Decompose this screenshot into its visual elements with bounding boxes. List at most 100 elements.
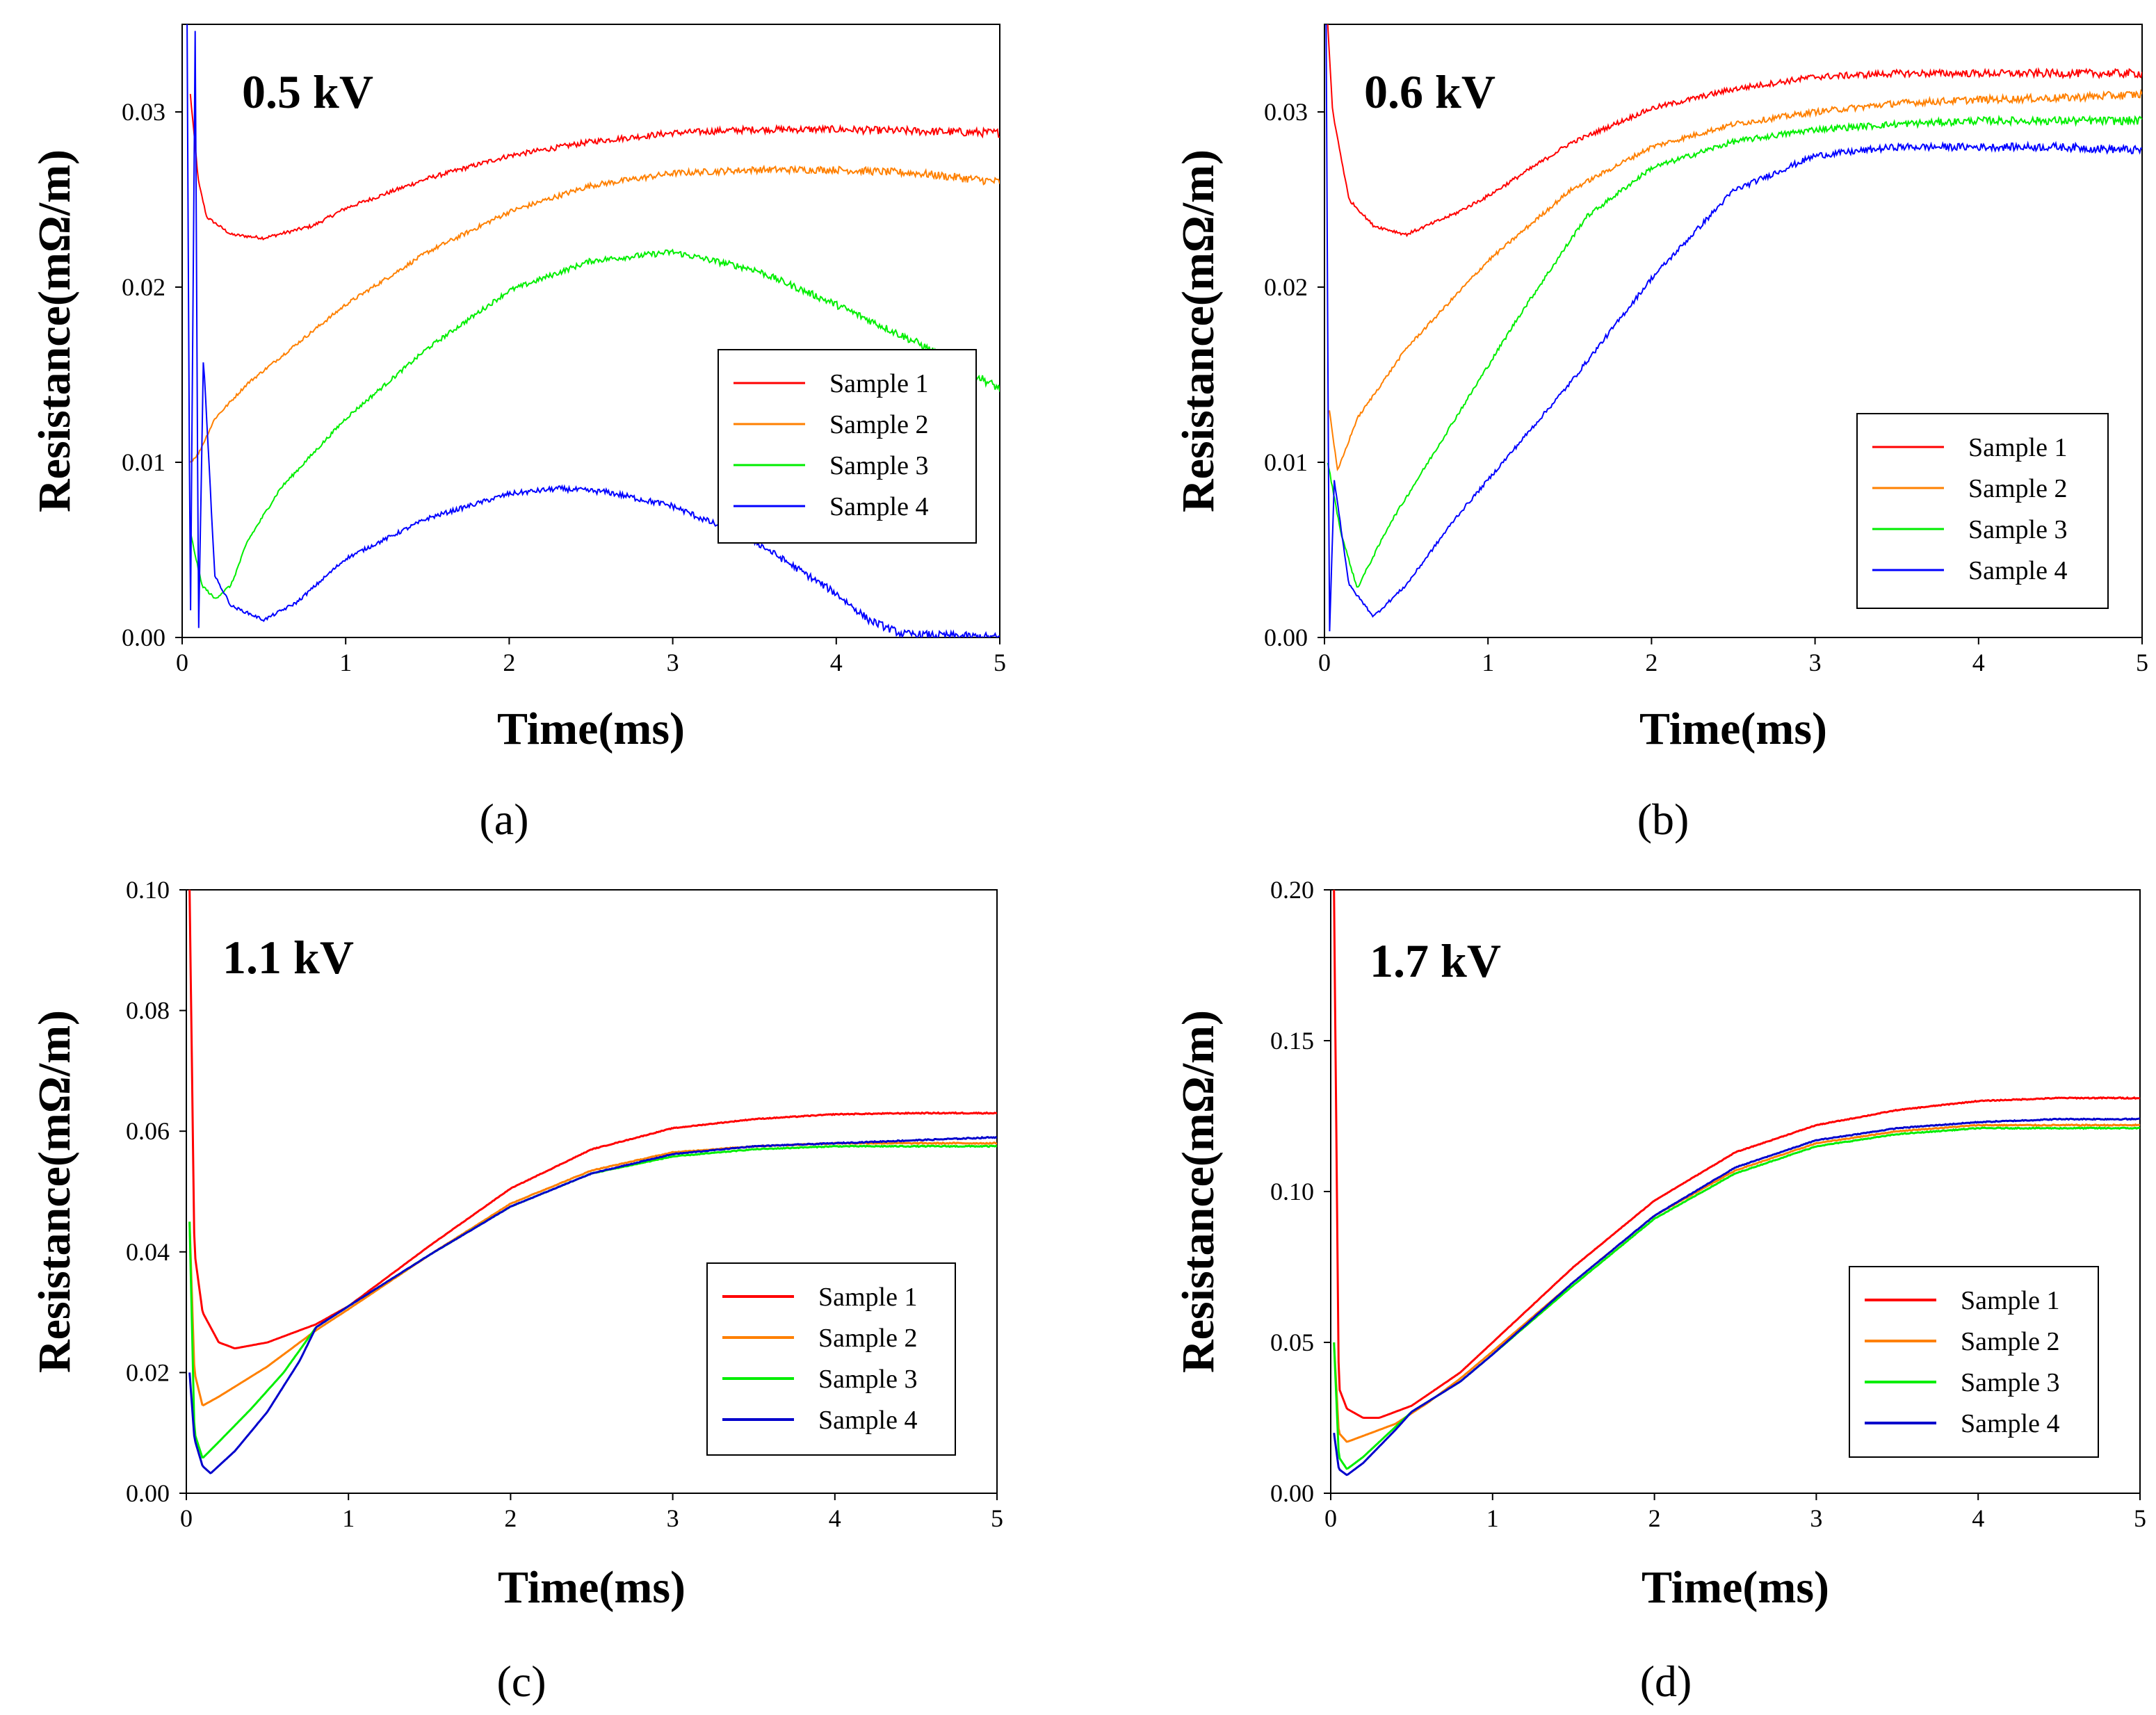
- x-tick-label: 0: [1318, 649, 1331, 676]
- y-axis-label: Resistance(mΩ/m): [1173, 1010, 1224, 1373]
- plot-frame: [1324, 24, 2143, 638]
- series-line-4: [188, 1135, 997, 1474]
- series-line-3: [1327, 114, 2142, 588]
- y-tick-label: 0.00: [1270, 1479, 1314, 1507]
- x-tick-label: 2: [1648, 1504, 1661, 1532]
- legend-box: [718, 349, 977, 544]
- y-axis-label: Resistance(mΩ/m): [29, 1010, 80, 1373]
- series-group: [188, 890, 997, 1474]
- x-tick-label: 0: [1324, 1504, 1337, 1532]
- y-tick-label: 0.00: [1264, 624, 1308, 651]
- panel-caption: (c): [496, 1657, 546, 1706]
- series-line-3: [189, 248, 1000, 599]
- panel-c: 0 1 2 3 4 5 0.00 0.02 0.04 0.06 0.08 0.10 Time(ms) Re…: [29, 876, 1003, 1706]
- legend-box: [1849, 1266, 2099, 1458]
- legend-label-4: Sample 4: [1961, 1409, 2059, 1438]
- legend-label-3: Sample 3: [818, 1365, 917, 1394]
- panel-a: 0 1 2 3 4 5 0.00 0.01 0.02 0.03 Time(ms) Resistance…: [29, 24, 1006, 844]
- x-tick-label: 0: [180, 1504, 193, 1532]
- x-tick-label: 1: [342, 1504, 355, 1532]
- y-tick-label: 0.03: [1264, 98, 1308, 126]
- series-line-2: [190, 164, 1000, 463]
- x-tick-label: 5: [994, 649, 1006, 676]
- legend-label-2: Sample 2: [818, 1324, 917, 1353]
- x-tick-label: 3: [667, 1504, 679, 1532]
- y-axis-label: Resistance(mΩ/m): [1173, 149, 1224, 512]
- legend: Sample 1 Sample 2 Sample 3 Sample 4: [718, 349, 977, 544]
- x-axis-label: Time(ms): [498, 1562, 686, 1613]
- y-tick-label: 0.02: [126, 1358, 170, 1386]
- voltage-annotation: 0.6 kV: [1364, 65, 1496, 118]
- legend-label-4: Sample 4: [829, 492, 928, 521]
- series-line-1: [189, 94, 1000, 241]
- x-tick-label: 5: [2134, 1504, 2146, 1532]
- x-tick-label: 2: [1645, 649, 1657, 676]
- y-tick-label: 0.08: [126, 997, 170, 1025]
- x-tick-label: 2: [504, 1504, 517, 1532]
- panel-caption: (b): [1637, 795, 1689, 844]
- plot-frame: [186, 889, 998, 1494]
- voltage-annotation: 1.1 kV: [222, 931, 354, 984]
- panel-d: 0 1 2 3 4 5 0.00 0.05 0.10 0.15 0.20 Time(ms) Resist…: [1173, 876, 2146, 1706]
- series-group: [186, 24, 1000, 637]
- legend: Sample 1 Sample 2 Sample 3 Sample 4: [706, 1262, 956, 1456]
- y-tick-label: 0.03: [122, 98, 165, 126]
- x-tick-label: 1: [339, 649, 352, 676]
- x-tick-label: 0: [176, 649, 188, 676]
- y-tick-label: 0.01: [122, 448, 165, 476]
- x-tick-label: 3: [1809, 649, 1822, 676]
- x-tick-label: 1: [1486, 1504, 1499, 1532]
- y-tick-label: 0.20: [1270, 876, 1314, 904]
- legend-label-4: Sample 4: [818, 1406, 917, 1435]
- series-line-1: [188, 890, 997, 1350]
- y-tick-label: 0.15: [1270, 1027, 1314, 1055]
- legend: Sample 1 Sample 2 Sample 3 Sample 4: [1856, 413, 2109, 609]
- y-tick-label: 0.10: [1270, 1178, 1314, 1205]
- legend-label-1: Sample 1: [1961, 1286, 2059, 1315]
- panel-b: 0 1 2 3 4 5 0.00 0.01 0.02 0.03 Time(ms) Resistance…: [1173, 24, 2148, 844]
- series-line-1: [1327, 24, 2142, 238]
- plot-frame: [181, 24, 1000, 638]
- legend: Sample 1 Sample 2 Sample 3 Sample 4: [1849, 1266, 2099, 1458]
- series-group: [1333, 890, 2140, 1477]
- legend-label-1: Sample 1: [1968, 433, 2067, 462]
- legend-label-2: Sample 2: [1968, 474, 2067, 503]
- y-tick-label: 0.06: [126, 1117, 170, 1145]
- x-tick-label: 4: [829, 1504, 841, 1532]
- x-axis-label: Time(ms): [497, 704, 685, 754]
- y-tick-label: 0.10: [126, 876, 170, 904]
- x-tick-label: 2: [503, 649, 515, 676]
- x-tick-label: 4: [1972, 649, 1985, 676]
- legend-label-1: Sample 1: [818, 1283, 917, 1312]
- panel-caption: (d): [1640, 1657, 1692, 1706]
- y-tick-label: 0.02: [1264, 273, 1308, 301]
- x-axis-label: Time(ms): [1642, 1562, 1829, 1613]
- legend-label-4: Sample 4: [1968, 556, 2067, 585]
- series-line-2: [1329, 88, 2142, 471]
- legend-label-3: Sample 3: [829, 451, 928, 480]
- x-tick-label: 3: [667, 649, 679, 676]
- y-axis-label: Resistance(mΩ/m): [29, 149, 80, 512]
- x-tick-label: 4: [830, 649, 843, 676]
- legend-label-3: Sample 3: [1961, 1368, 2059, 1397]
- voltage-annotation: 1.7 kV: [1370, 934, 1501, 987]
- y-tick-label: 0.00: [126, 1479, 170, 1507]
- x-tick-label: 5: [991, 1504, 1003, 1532]
- x-tick-label: 4: [1972, 1504, 1984, 1532]
- voltage-annotation: 0.5 kV: [242, 65, 373, 118]
- x-tick-label: 3: [1810, 1504, 1822, 1532]
- y-tick-label: 0.00: [122, 624, 165, 651]
- x-axis-label: Time(ms): [1639, 704, 1827, 754]
- legend-label-2: Sample 2: [829, 410, 928, 439]
- series-group: [1325, 24, 2142, 632]
- legend-label-2: Sample 2: [1961, 1327, 2059, 1356]
- y-tick-label: 0.04: [126, 1238, 170, 1266]
- x-tick-label: 5: [2136, 649, 2148, 676]
- y-tick-label: 0.05: [1270, 1328, 1314, 1356]
- series-line-4: [1325, 24, 2142, 632]
- series-line-4: [186, 24, 1000, 637]
- panel-caption: (a): [479, 795, 528, 844]
- series-line-4: [1333, 1117, 2140, 1477]
- legend-label-1: Sample 1: [829, 369, 928, 398]
